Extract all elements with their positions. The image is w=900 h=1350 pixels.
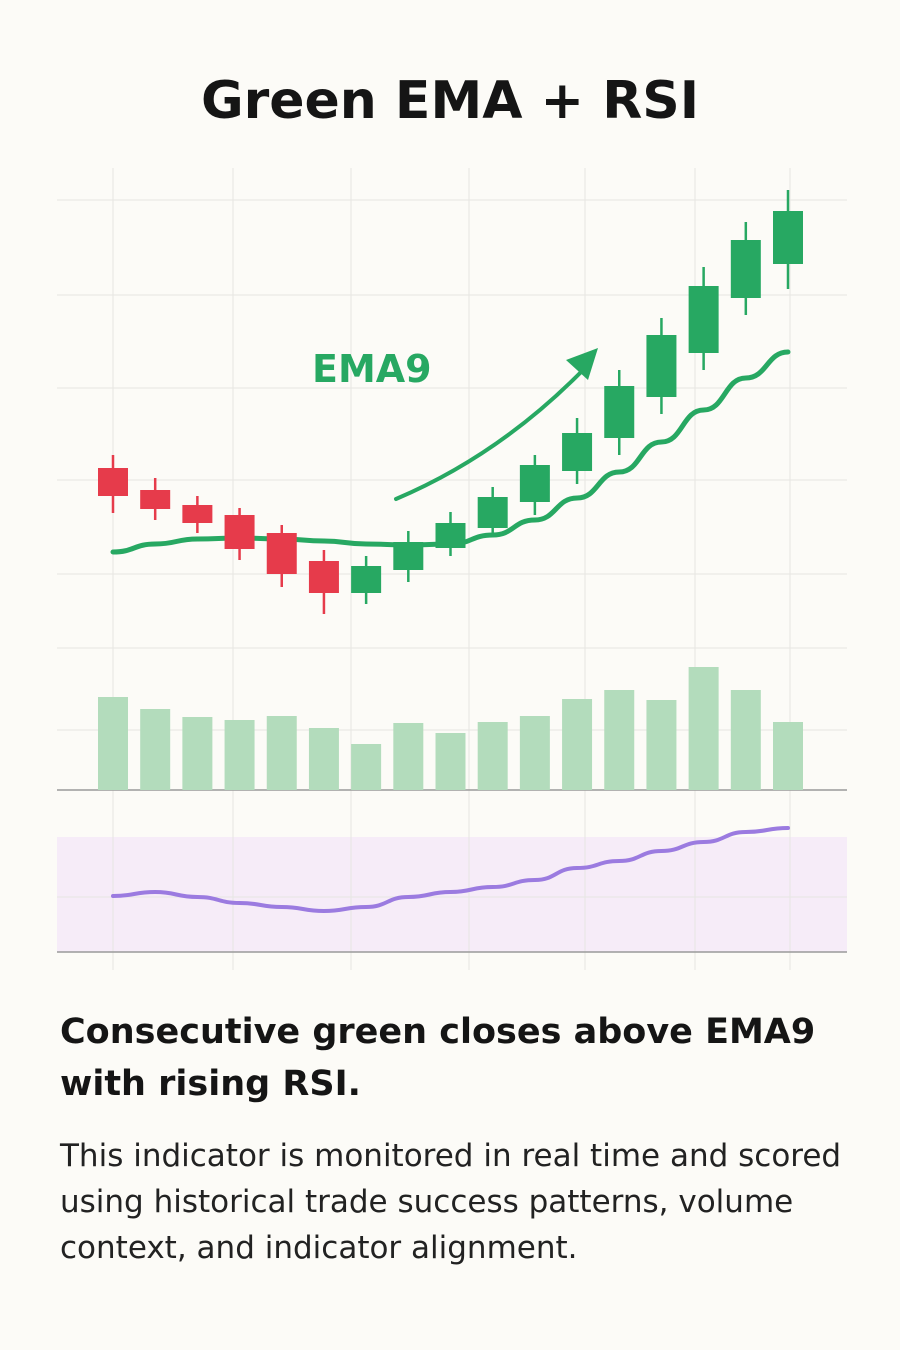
candle-body <box>519 465 550 502</box>
volume-bar <box>773 722 803 790</box>
candle-body <box>562 433 593 471</box>
volume-bar <box>140 709 171 790</box>
body-text: context, and indicator alignment. <box>60 1230 578 1266</box>
headline: Consecutive green closes above EMA9 <box>60 1012 815 1052</box>
volume-bar <box>351 744 382 790</box>
volume-bar <box>182 717 213 790</box>
candle-body <box>266 533 297 574</box>
ema-label: EMA9 <box>312 347 432 391</box>
volume-bar <box>519 716 550 790</box>
candle-body <box>140 490 171 509</box>
volume-bar <box>688 667 719 790</box>
volume-bar <box>477 722 508 790</box>
candle-body <box>351 566 382 593</box>
volume-bar <box>604 690 635 790</box>
candle-body <box>773 211 803 264</box>
volume-bar <box>308 728 339 790</box>
candle-body <box>98 468 128 496</box>
trend-arrow <box>394 366 587 501</box>
plot <box>98 190 803 914</box>
volume-bar <box>646 700 677 790</box>
title: Green EMA + RSI <box>201 71 699 131</box>
rsi-band <box>57 837 847 952</box>
candle-body <box>182 505 213 523</box>
line <box>111 826 790 914</box>
volume-bar <box>393 723 424 790</box>
volume-bar <box>435 733 466 790</box>
volume-bar <box>224 720 255 790</box>
candle-body <box>477 497 508 528</box>
candle-body <box>730 240 761 298</box>
candle-body <box>308 561 339 593</box>
volume-bar <box>730 690 761 790</box>
candle-body <box>393 542 424 570</box>
candle-body <box>435 523 466 548</box>
headline: with rising RSI. <box>60 1064 361 1104</box>
arrow-head <box>566 348 598 380</box>
candle-body <box>224 515 255 549</box>
candle-body <box>646 335 677 397</box>
volume-bar <box>266 716 297 790</box>
volume-bar <box>562 699 593 790</box>
body-text: using historical trade success patterns,… <box>60 1184 793 1220</box>
body-text: This indicator is monitored in real time… <box>59 1138 841 1174</box>
volume-bar <box>98 697 128 790</box>
candle-body <box>688 286 719 353</box>
candle-body <box>604 386 635 438</box>
